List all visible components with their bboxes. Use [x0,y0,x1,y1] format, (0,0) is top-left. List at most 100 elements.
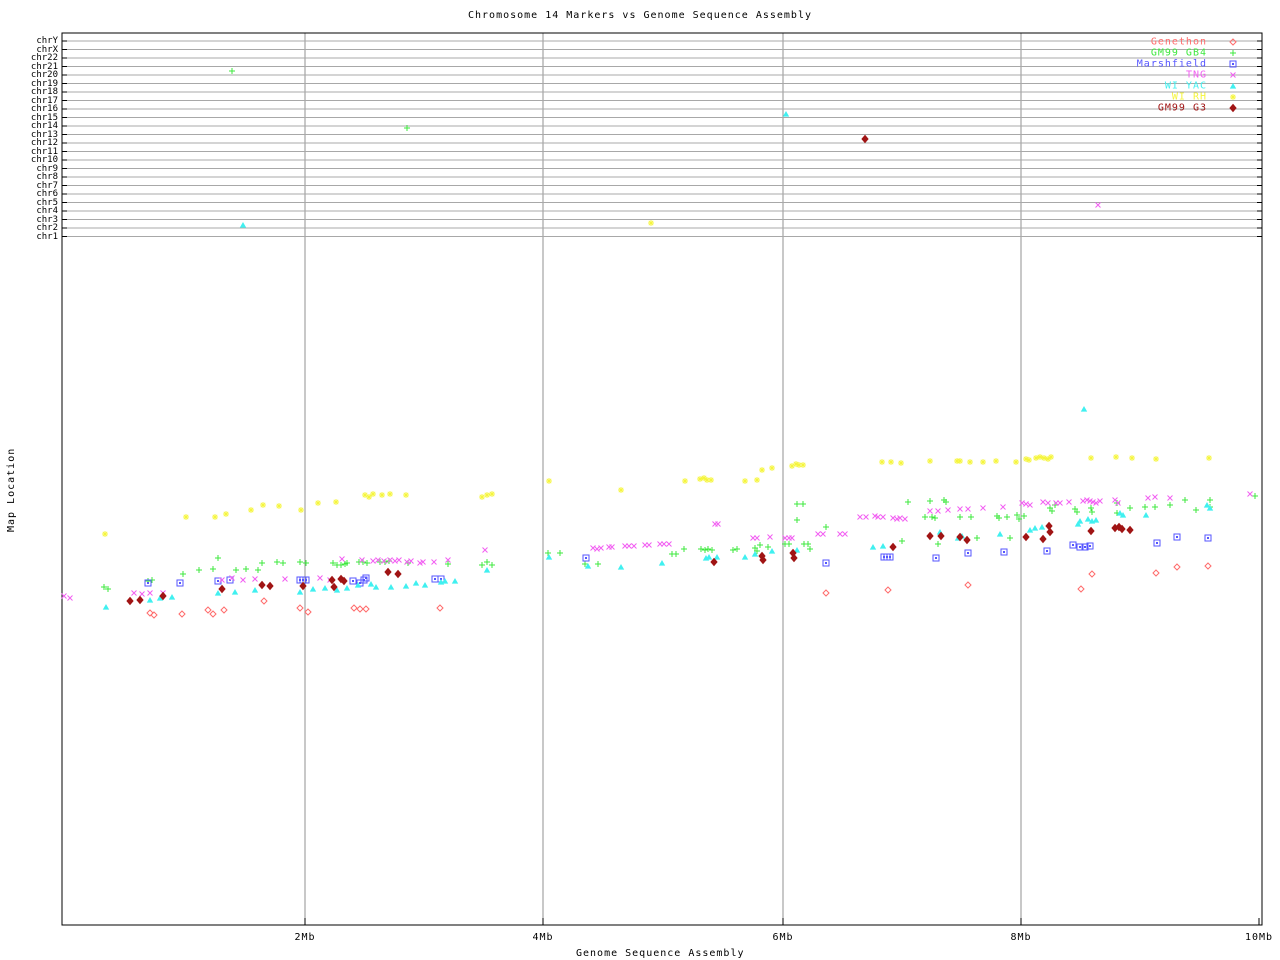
data-point [147,590,153,596]
chromosome-label-chr5: chr5 [36,197,58,208]
plot-frame [61,32,1263,926]
data-point [354,582,362,588]
data-point [869,544,877,550]
data-point [1252,493,1258,499]
data-point [875,514,881,520]
data-point [1142,512,1150,518]
data-point [178,610,186,618]
data-point [396,557,402,563]
data-point [196,567,202,573]
x-tick-label: 8Mb [1010,932,1032,943]
data-point [1153,456,1159,462]
data-point [793,547,801,553]
data-point [436,604,444,612]
data-point [1206,505,1214,511]
data-point [899,538,905,544]
data-point [1049,508,1055,514]
data-point [767,534,773,540]
data-point [218,584,226,594]
data-point [1167,495,1173,501]
data-point [842,531,848,537]
data-point [1084,516,1092,522]
data-point [661,541,667,547]
data-point [328,575,336,585]
data-point [713,554,721,560]
data-point [682,478,688,484]
legend-label-gm99-g3: GM99 G3 [1157,102,1207,114]
data-point [905,499,911,505]
chromosome-label-chr20: chr20 [30,70,58,80]
data-point [1203,502,1211,508]
chromosome-label-chr22: chr22 [30,53,58,63]
data-point [1152,494,1158,500]
data-point [1074,509,1080,515]
data-point [957,506,963,512]
data-point [229,68,235,74]
data-point [1127,505,1133,511]
data-point [1145,495,1151,501]
data-point [708,477,714,483]
data-point [220,606,228,614]
data-point [372,584,380,590]
data-point [362,605,370,613]
data-point [582,554,590,562]
data-point [1039,534,1047,544]
data-point [1088,570,1096,578]
data-point [1182,497,1188,503]
data-point [1095,202,1101,208]
data-point [932,515,938,521]
data-point [857,514,863,520]
data-point [370,491,376,497]
data-point [698,546,704,552]
data-point [935,508,941,514]
data-point [317,575,323,581]
data-point [379,492,385,498]
data-point [309,586,317,592]
data-point [1081,543,1089,551]
data-point [298,507,304,513]
data-point [1229,83,1237,89]
data-point [927,508,933,514]
data-point [786,541,792,547]
data-point [1167,502,1173,508]
data-point [370,558,376,564]
data-point [282,576,288,582]
data-point [822,589,830,597]
data-point [156,595,164,601]
data-point [168,594,176,600]
data-point [759,467,765,473]
chromosome-label-chr9: chr9 [36,163,58,174]
chromosome-label-chr11: chr11 [30,146,58,157]
data-point [1027,502,1033,508]
data-point [431,559,437,565]
data-point [1016,516,1022,522]
data-point [1046,527,1054,537]
data-point [1026,527,1034,533]
data-point [1114,500,1120,506]
chromosome-label-chr18: chr18 [30,87,58,97]
data-point [340,576,348,586]
x-tick-label: 6Mb [772,932,794,943]
data-point [937,531,945,541]
chart-title: Chromosome 14 Markers vs Genome Sequence… [467,10,812,21]
data-point [697,476,703,482]
legend-label-marshfield: Marshfield [1136,58,1207,70]
data-point [943,499,949,505]
data-point [1204,562,1212,570]
data-point [1152,569,1160,577]
data-point [240,577,246,583]
data-point [1088,505,1094,511]
data-point [945,507,951,513]
data-point [1093,500,1099,506]
data-point [886,553,894,561]
data-point [898,460,904,466]
data-point [705,554,713,560]
y-axis-label: Map Location [6,447,17,532]
data-point [1230,94,1236,100]
data-point [387,584,395,590]
data-point [1022,532,1030,542]
x-tick-label: 10Mb [1244,932,1274,943]
data-point [1076,518,1084,524]
data-point [1000,548,1008,556]
chromosome-label-chr10: chr10 [30,155,58,165]
